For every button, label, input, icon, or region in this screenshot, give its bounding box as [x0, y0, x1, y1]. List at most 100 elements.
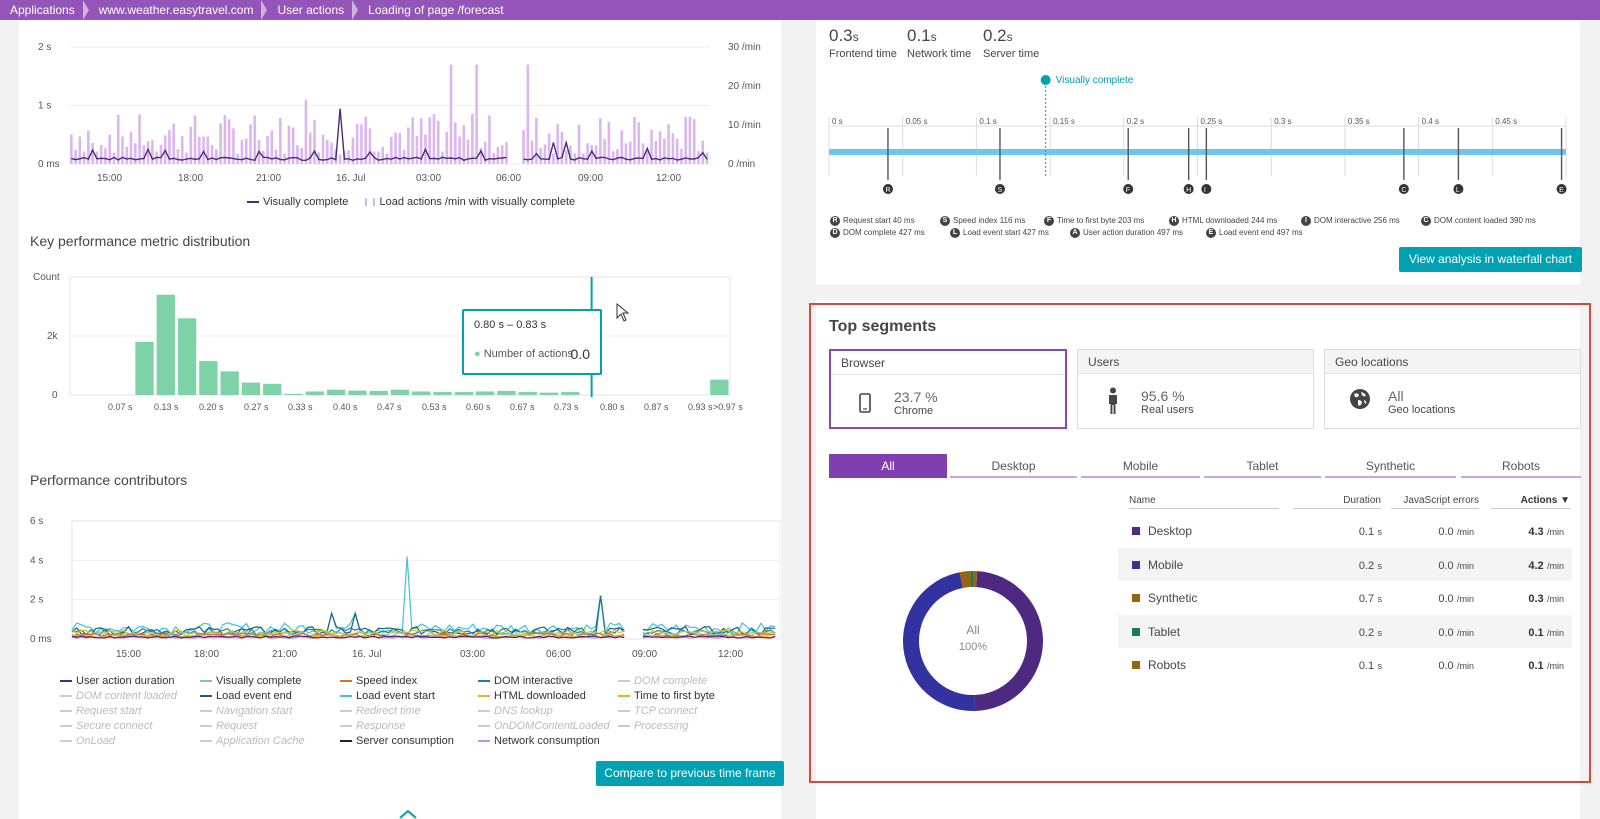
segment-js-errors: 0.0 — [1438, 660, 1454, 672]
load-actions-bar — [78, 136, 82, 164]
segment-color-swatch — [1132, 527, 1140, 535]
segment-row[interactable]: Synthetic 0.7 s 0.0 /min 0.3 /min — [1118, 581, 1572, 614]
distribution-bar — [390, 389, 410, 395]
contributor-legend-item[interactable]: Visually complete — [200, 675, 301, 687]
breadcrumb-item[interactable]: User actions — [267, 0, 358, 20]
contributor-legend-item[interactable]: Secure connect — [60, 720, 152, 732]
contributor-legend-item[interactable]: TCP connect — [618, 705, 697, 717]
x-tick: 15:00 — [97, 173, 122, 184]
distribution-bar — [539, 392, 559, 395]
col-actions[interactable]: Actions ▼ — [1491, 495, 1570, 509]
breadcrumb-item[interactable]: Applications — [0, 0, 89, 20]
legend-swatch — [478, 710, 490, 713]
load-actions-legend[interactable]: Load actions /min with visually complete — [365, 196, 575, 208]
load-actions-bar — [488, 115, 491, 164]
marker-label: User action duration 497 ms — [1083, 228, 1184, 238]
compare-button[interactable]: Compare to previous time frame — [596, 761, 784, 786]
tooltip-value: 0.0 — [570, 346, 590, 362]
col-duration[interactable]: Duration — [1293, 495, 1381, 509]
contributor-legend-item[interactable]: OnDOMContentLoaded — [478, 720, 610, 732]
contributor-legend-item[interactable]: DOM complete — [618, 675, 707, 687]
visually-complete-legend[interactable]: Visually complete — [247, 196, 348, 208]
load-actions-bar — [522, 130, 525, 164]
col-js-errors[interactable]: JavaScript errors — [1391, 495, 1479, 509]
duration-unit: s — [1377, 627, 1383, 638]
contributor-legend-item[interactable]: DNS lookup — [478, 705, 553, 717]
geo-locations-card[interactable]: Geo locations All Geo locations — [1324, 349, 1581, 429]
distribution-bar — [454, 392, 474, 395]
contributor-legend-item[interactable]: Application Cache — [200, 735, 305, 747]
segment-row[interactable]: Desktop 0.1 s 0.0 /min 4.3 /min — [1118, 514, 1572, 547]
contributor-legend-item[interactable]: Load event start — [340, 690, 435, 702]
distribution-bar — [177, 318, 197, 395]
tab-desktop[interactable]: Desktop — [950, 454, 1077, 478]
load-actions-bar — [611, 151, 615, 164]
legend-swatch — [478, 695, 490, 698]
timeline-tick: 0.25 s — [1201, 117, 1223, 126]
y-tick: 4 s — [30, 555, 43, 566]
breadcrumb-item[interactable]: www.weather.easytravel.com — [89, 0, 268, 20]
x-tick: 09:00 — [578, 173, 603, 184]
contributor-legend-item[interactable]: Redirect time — [340, 705, 421, 717]
load-actions-bar — [650, 129, 653, 164]
contributor-legend-item[interactable]: Processing — [618, 720, 688, 732]
timeline-tick: 0.1 s — [979, 117, 996, 126]
segments-donut-chart — [903, 571, 1043, 711]
actions-unit: /min — [1546, 560, 1564, 571]
view-waterfall-button[interactable]: View analysis in waterfall chart — [1399, 247, 1582, 272]
contributor-legend-item[interactable]: Speed index — [340, 675, 417, 687]
x-tick: 16. Jul — [336, 173, 365, 184]
load-actions-bar — [368, 128, 372, 164]
load-actions-bar — [398, 133, 402, 164]
tab-synthetic[interactable]: Synthetic — [1325, 454, 1456, 478]
contributor-legend-item[interactable]: Request start — [60, 705, 141, 717]
load-actions-bar — [116, 114, 120, 164]
tooltip-dot-icon: ● — [474, 348, 481, 360]
browser-card[interactable]: Browser 23.7 % Chrome — [829, 349, 1067, 429]
contributor-legend-item[interactable]: HTML downloaded — [478, 690, 586, 702]
contributor-legend-item[interactable]: OnLoad — [60, 735, 115, 747]
legend-label: DOM content loaded — [76, 690, 177, 702]
contributor-legend-item[interactable]: Load event end — [200, 690, 292, 702]
legend-swatch — [200, 710, 212, 713]
contributor-legend-item[interactable]: DOM content loaded — [60, 690, 177, 702]
collapse-chevron-icon[interactable] — [399, 810, 417, 819]
legend-label: DOM complete — [634, 675, 708, 687]
load-actions-bar — [360, 124, 363, 164]
donut-label: All — [966, 623, 980, 637]
y-label-count: Count — [33, 272, 60, 283]
segment-row[interactable]: Mobile 0.2 s 0.0 /min 4.2 /min — [1118, 547, 1572, 581]
col-name[interactable]: Name — [1129, 495, 1279, 509]
js-unit: /min — [1456, 527, 1474, 537]
contributor-legend-item[interactable]: Request — [200, 720, 257, 732]
segment-row[interactable]: Robots 0.1 s 0.0 /min 0.1 /min — [1118, 648, 1572, 681]
breadcrumb-item[interactable]: Loading of page /forecast — [368, 3, 504, 17]
load-actions-bar — [641, 143, 645, 164]
contributor-legend-item[interactable]: Network consumption — [478, 735, 600, 747]
load-actions-bar — [189, 126, 193, 164]
tab-mobile[interactable]: Mobile — [1081, 454, 1200, 478]
legend-label: Speed index — [356, 675, 418, 687]
distribution-bar — [220, 371, 239, 395]
x-tick: 0.53 s — [422, 402, 447, 412]
load-actions-bar — [99, 145, 103, 164]
donut-slice — [974, 571, 1043, 711]
contributor-legend-item[interactable]: Navigation start — [200, 705, 292, 717]
timeline-tick: 0.05 s — [906, 117, 928, 126]
load-actions-bar — [675, 138, 679, 164]
tab-tablet[interactable]: Tablet — [1204, 454, 1321, 478]
server-time: 0.2s Server time — [983, 26, 1040, 60]
load-actions-bar — [594, 145, 598, 164]
contributor-legend-item[interactable]: Server consumption — [340, 735, 454, 747]
contributor-legend-item[interactable]: Time to first byte — [618, 690, 715, 702]
load-actions-bar — [355, 123, 359, 164]
contributor-legend-item[interactable]: User action duration — [60, 675, 174, 687]
users-card[interactable]: Users 95.6 % Real users — [1077, 349, 1314, 429]
tab-robots[interactable]: Robots — [1461, 454, 1581, 478]
load-actions-bar — [654, 140, 658, 164]
contributor-legend-item[interactable]: DOM interactive — [478, 675, 573, 687]
segment-row[interactable]: Tablet 0.2 s 0.0 /min 0.1 /min — [1118, 614, 1572, 648]
tab-all[interactable]: All — [829, 454, 947, 478]
contributor-legend-item[interactable]: Response — [340, 720, 406, 732]
load-actions-bar — [104, 148, 107, 164]
